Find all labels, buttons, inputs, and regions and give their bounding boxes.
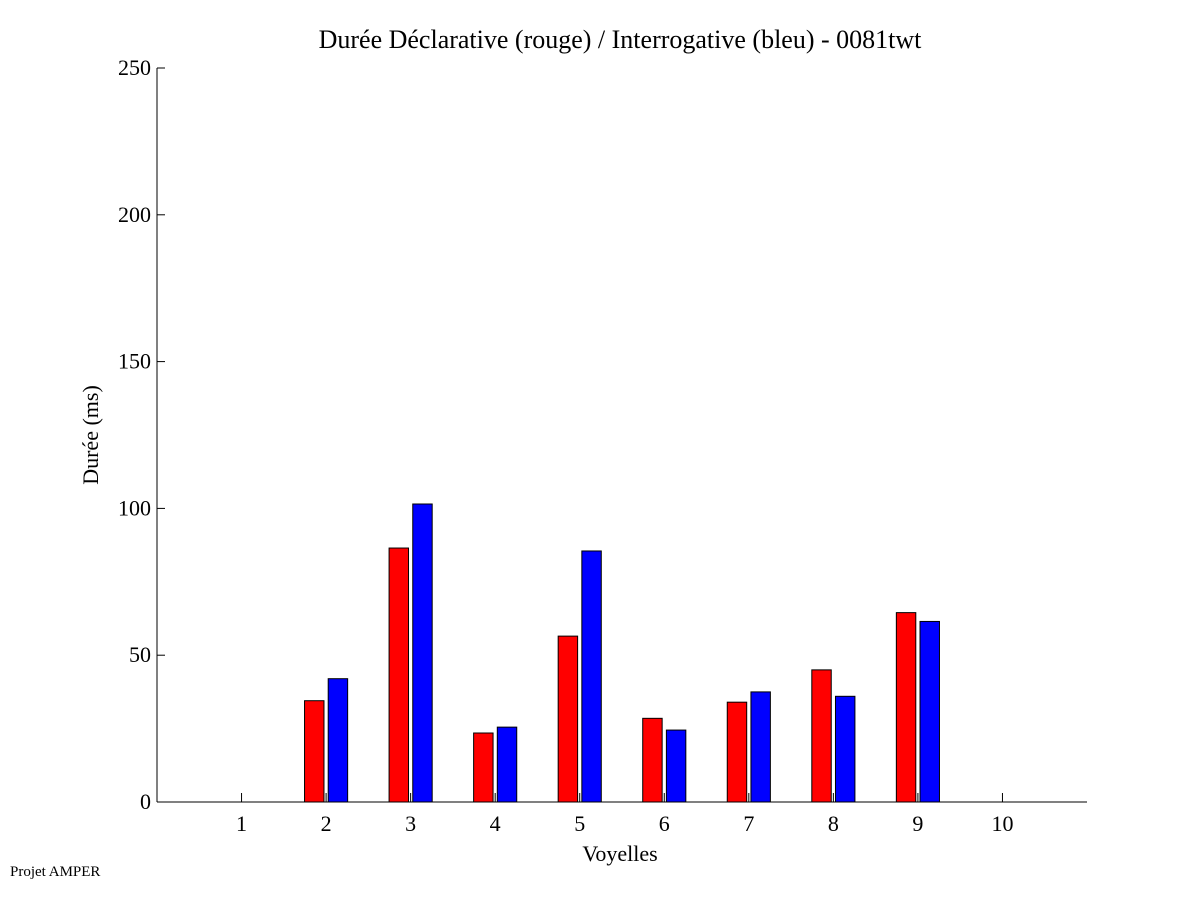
bar-red-2 [304, 700, 325, 803]
bar-red-8 [811, 669, 832, 803]
y-axis-label: Durée (ms) [78, 385, 103, 485]
x-tick-label: 1 [236, 811, 247, 836]
x-tick-label: 6 [659, 811, 670, 836]
chart-title: Durée Déclarative (rouge) / Interrogativ… [319, 25, 923, 54]
x-tick-label: 2 [321, 811, 332, 836]
bar-red-5 [557, 635, 579, 803]
x-axis-label: Voyelles [582, 841, 657, 866]
y-tick-label: 50 [129, 642, 151, 667]
bar-blue-6 [665, 729, 687, 803]
x-tick-label: 3 [405, 811, 416, 836]
bar-blue-5 [581, 550, 602, 803]
bar-red-9 [895, 612, 917, 803]
bar-red-4 [473, 732, 494, 803]
bar-blue-3 [412, 503, 433, 803]
bar-blue-7 [750, 691, 771, 803]
bar-red-6 [642, 717, 663, 803]
x-tick-label: 9 [912, 811, 923, 836]
bars-group [304, 503, 940, 803]
y-tick-label: 0 [140, 789, 151, 814]
axes-group: 0 50 100 150 200 250 1 2 3 4 5 6 7 8 9 10 [118, 55, 1087, 836]
footer-credit: Projet AMPER [10, 864, 101, 880]
bar-red-7 [726, 701, 748, 803]
x-tick-label: 5 [574, 811, 585, 836]
bar-blue-2 [327, 678, 349, 803]
x-tick-label: 8 [828, 811, 839, 836]
y-tick-label: 100 [118, 495, 151, 520]
bar-blue-8 [834, 695, 856, 803]
x-tick-label: 4 [490, 811, 501, 836]
bar-red-3 [388, 547, 410, 803]
bar-blue-9 [919, 620, 940, 803]
bar-blue-4 [496, 726, 518, 803]
x-tick-label: 10 [991, 811, 1013, 836]
y-tick-label: 150 [118, 349, 151, 374]
y-tick-label: 200 [118, 202, 151, 227]
x-tick-label: 7 [743, 811, 754, 836]
y-tick-label: 250 [118, 55, 151, 80]
